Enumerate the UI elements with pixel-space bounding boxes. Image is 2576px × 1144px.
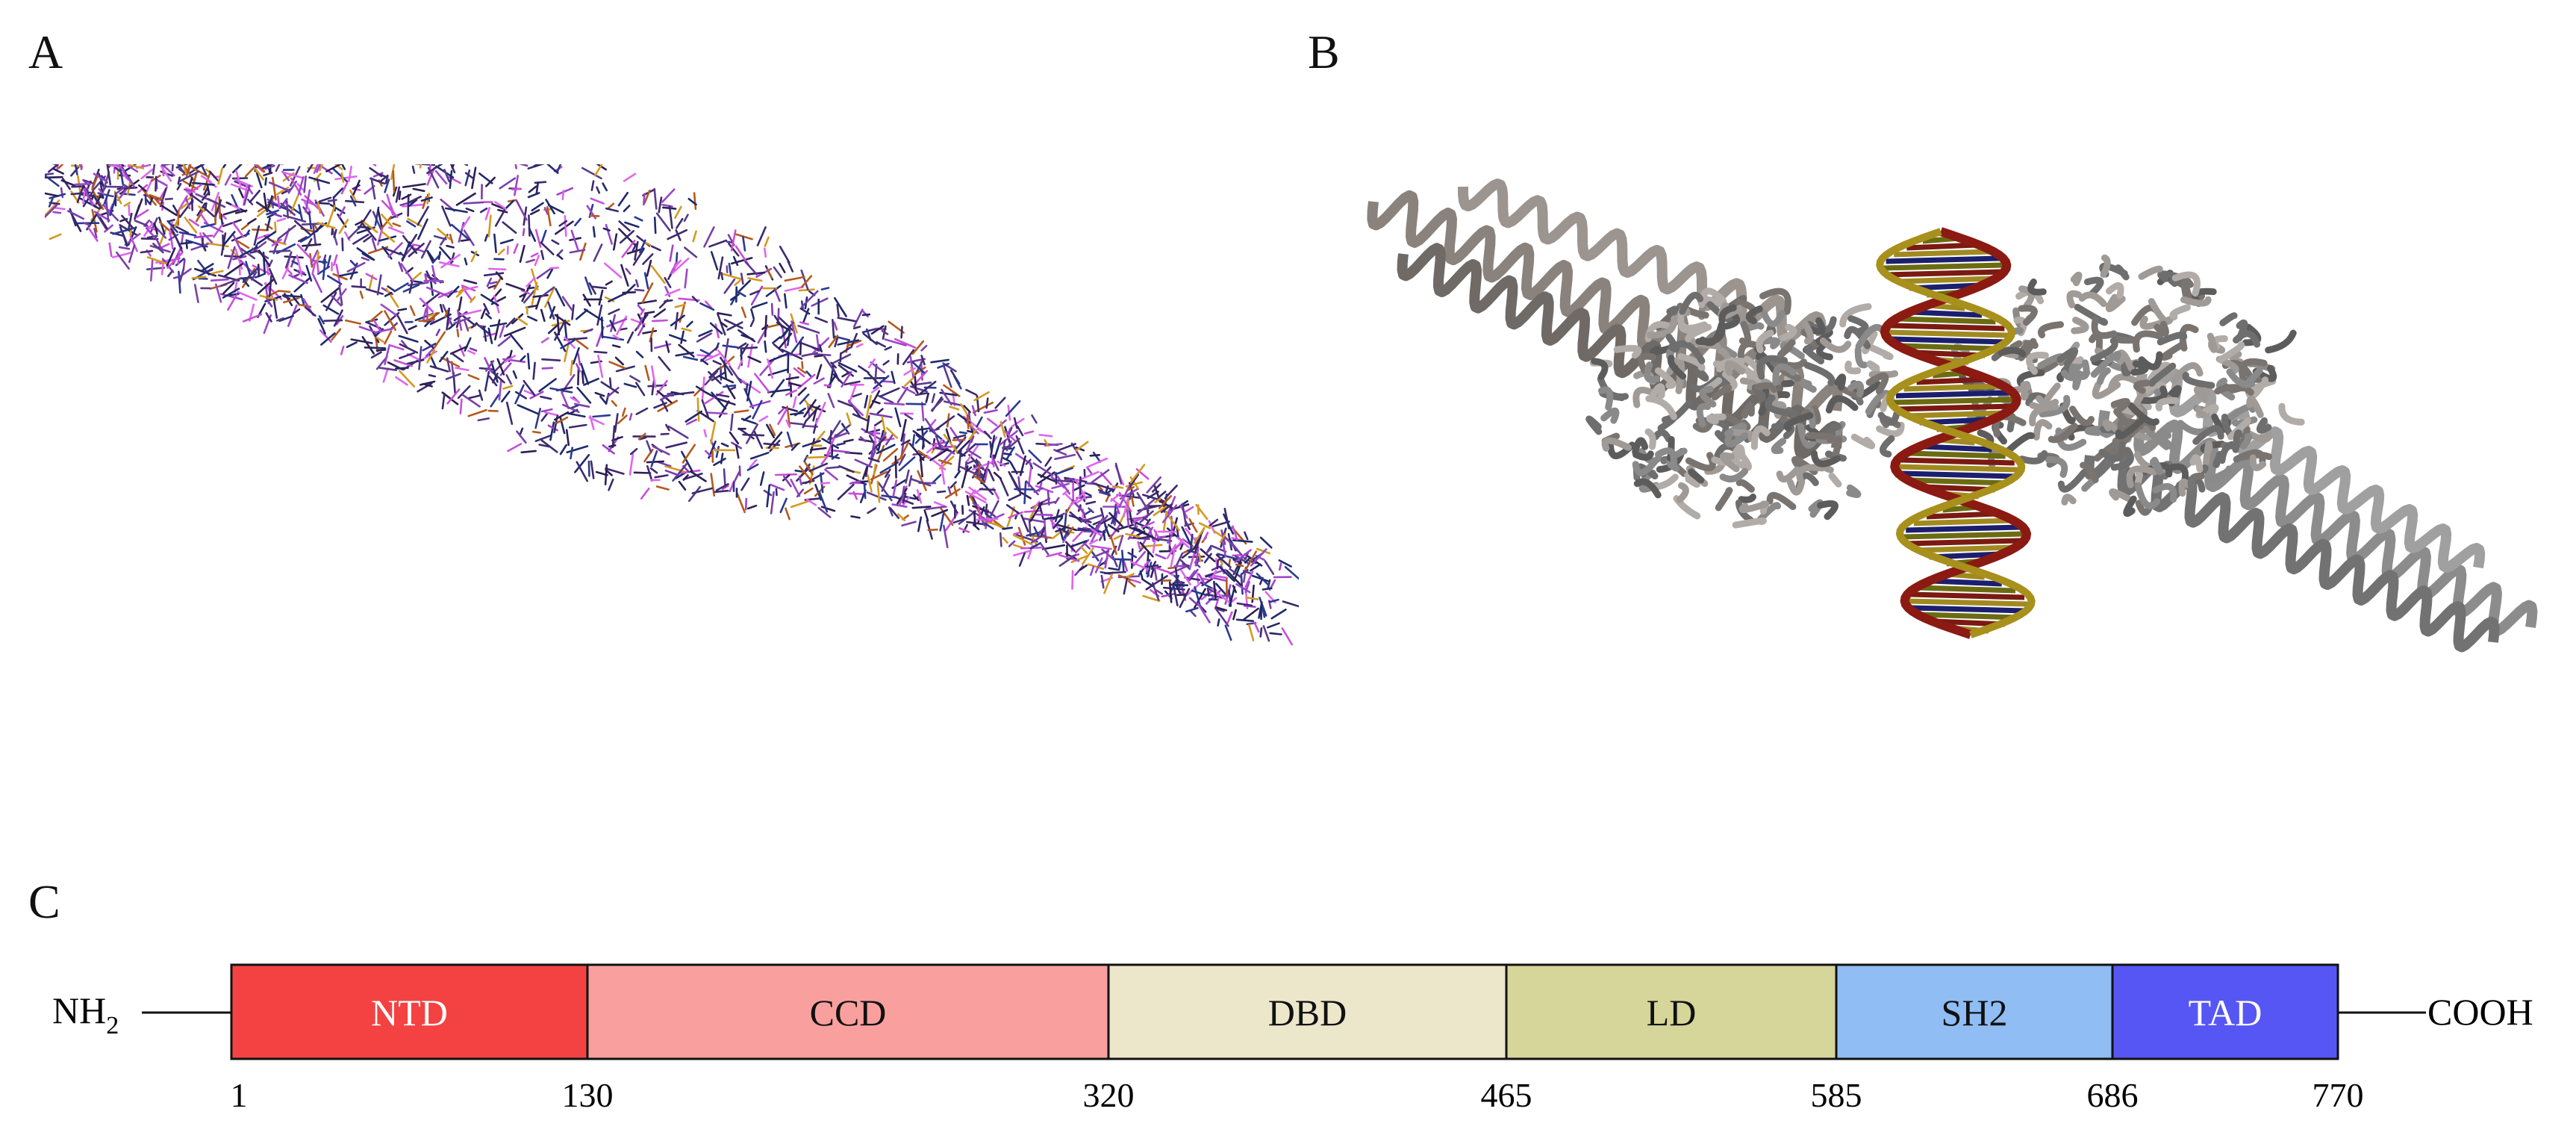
domain-label-dbd: DBD — [1268, 992, 1347, 1033]
position-label-130: 130 — [562, 1076, 614, 1114]
domain-box-ntd — [230, 963, 589, 1060]
domain-label-ld: LD — [1647, 992, 1697, 1033]
domain-box-ccd — [586, 963, 1110, 1060]
position-label-465: 465 — [1481, 1076, 1532, 1114]
position-label-320: 320 — [1083, 1076, 1135, 1114]
ribbon-structure-image — [1367, 178, 2538, 653]
c-terminus-label: COOH — [2427, 991, 2533, 1033]
panel-label-c: C — [28, 875, 60, 928]
domain-label-tad: TAD — [2189, 992, 2262, 1033]
stick-model-structure-image — [45, 164, 1299, 646]
domain-label-sh2: SH2 — [1942, 992, 2008, 1033]
panel-label-b: B — [1308, 25, 1340, 78]
domain-box-dbd — [1107, 963, 1508, 1060]
position-label-1: 1 — [231, 1076, 248, 1114]
domain-label-ntd: NTD — [371, 992, 448, 1033]
position-label-686: 686 — [2087, 1076, 2139, 1114]
domain-box-ld — [1505, 963, 1838, 1060]
domain-box-tad — [2111, 963, 2339, 1060]
position-label-770: 770 — [2313, 1076, 2364, 1114]
position-label-585: 585 — [1811, 1076, 1862, 1114]
domain-label-ccd: CCD — [810, 992, 887, 1033]
n-terminus-label: NH2 — [52, 989, 119, 1039]
domain-architecture-diagram: NH2 COOH NTD CCD DBD LD SH2 TAD 1 130 320 465 585… — [52, 963, 2533, 1114]
panel-label-a: A — [28, 25, 63, 78]
